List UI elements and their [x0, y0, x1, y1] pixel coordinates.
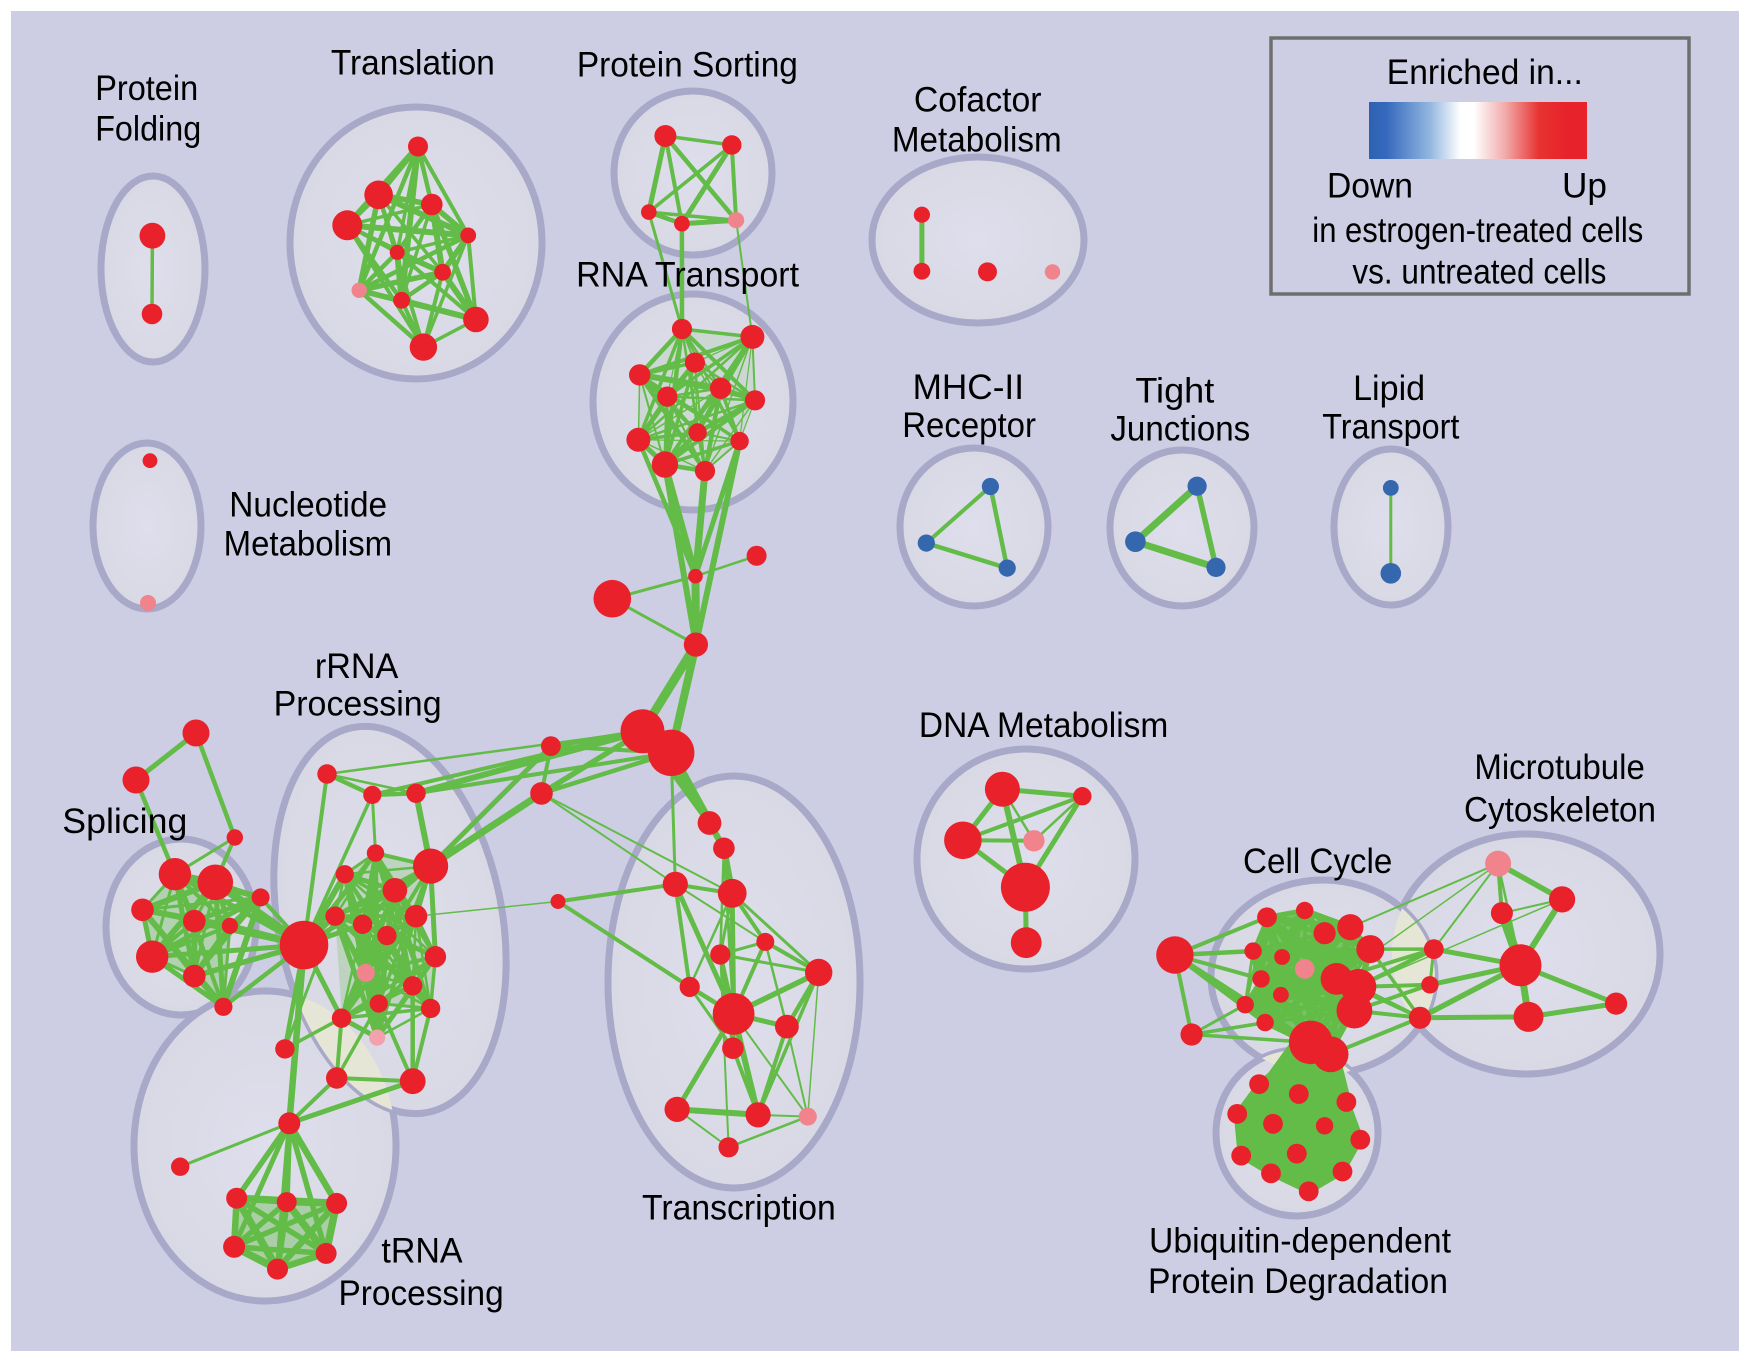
svg-text:Cytoskeleton: Cytoskeleton — [1464, 790, 1656, 830]
svg-text:Transcription: Transcription — [642, 1187, 836, 1227]
svg-text:Processing: Processing — [339, 1273, 504, 1313]
svg-text:Metabolism: Metabolism — [224, 524, 393, 564]
svg-text:Folding: Folding — [95, 108, 201, 148]
svg-text:Protein: Protein — [95, 68, 198, 108]
svg-text:Transport: Transport — [1322, 407, 1459, 447]
svg-text:rRNA: rRNA — [315, 646, 399, 686]
svg-text:Junctions: Junctions — [1110, 408, 1250, 448]
svg-text:Protein Degradation: Protein Degradation — [1148, 1261, 1448, 1301]
svg-text:Processing: Processing — [274, 684, 442, 724]
svg-text:Microtubule: Microtubule — [1474, 747, 1644, 787]
svg-text:MHC-II: MHC-II — [913, 367, 1024, 407]
svg-text:Translation: Translation — [331, 42, 495, 82]
svg-text:DNA Metabolism: DNA Metabolism — [919, 705, 1168, 745]
svg-text:Ubiquitin-dependent: Ubiquitin-dependent — [1149, 1220, 1451, 1260]
svg-text:RNA Transport: RNA Transport — [576, 255, 799, 295]
svg-text:Down: Down — [1327, 166, 1413, 206]
svg-text:Splicing: Splicing — [62, 801, 187, 841]
svg-text:in estrogen-treated cells: in estrogen-treated cells — [1312, 210, 1643, 250]
svg-text:Tight: Tight — [1135, 371, 1214, 411]
svg-text:tRNA: tRNA — [381, 1231, 462, 1271]
svg-text:Enriched in...: Enriched in... — [1387, 52, 1583, 92]
svg-text:Receptor: Receptor — [902, 405, 1036, 445]
svg-text:Metabolism: Metabolism — [892, 120, 1062, 160]
svg-text:vs. untreated cells: vs. untreated cells — [1352, 252, 1606, 292]
svg-text:Cell Cycle: Cell Cycle — [1243, 841, 1392, 881]
svg-text:Protein Sorting: Protein Sorting — [577, 45, 798, 85]
svg-text:Cofactor: Cofactor — [914, 80, 1042, 120]
svg-text:Nucleotide: Nucleotide — [229, 484, 387, 524]
svg-text:Up: Up — [1562, 166, 1607, 206]
svg-text:Lipid: Lipid — [1353, 368, 1425, 408]
